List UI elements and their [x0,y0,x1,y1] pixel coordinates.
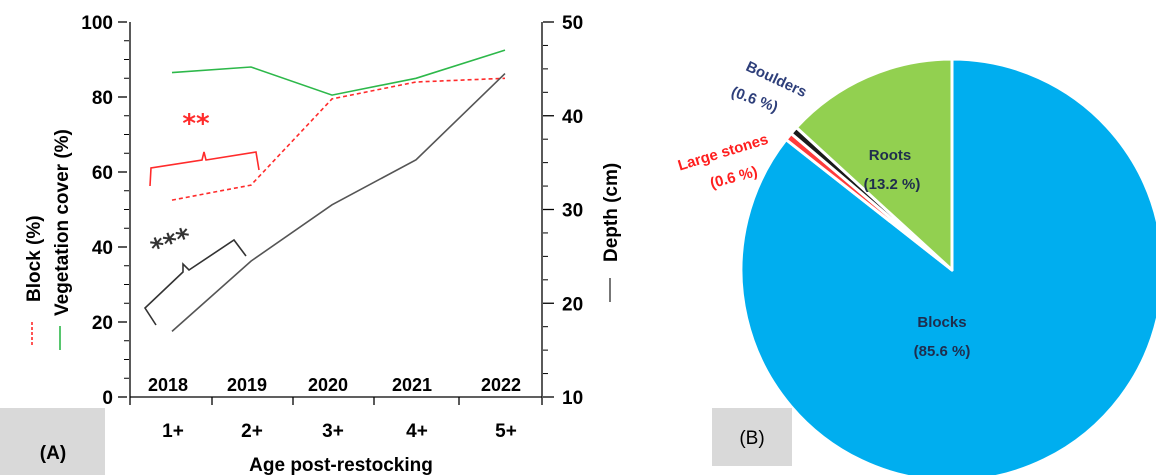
left-tick-label: 100 [81,13,113,34]
series-layer [171,49,506,332]
x-category-label: 4+ [406,421,428,442]
red-significance-bracket [149,151,260,187]
pie-label-blocks: Blocks [917,314,966,331]
panel-a-label-box [0,408,105,475]
right-axis-title-group: Depth (cm) [601,163,622,302]
x-axis-ticks: 1+ 2+ 3+ 4+ 5+ 2018 2019 2020 2021 2022 [129,375,543,442]
left-tick-label: 80 [92,88,113,109]
series-line-depth-cm [171,73,506,332]
year-label: 2021 [392,375,432,395]
x-category-label: 2+ [241,421,263,442]
right-tick-label: 20 [562,294,583,315]
year-label: 2018 [148,375,188,395]
pie-slice-blocks [739,57,1156,475]
year-label: 2020 [308,375,348,395]
left-tick-label: 20 [92,313,113,334]
pie-slice-roots [794,57,954,272]
block-axis-title: Block (%) [24,215,45,302]
red-significance-stars: ** [182,109,210,139]
black-significance-bracket [143,238,247,326]
series-line-block [171,77,506,201]
pie-value-large-stones: (0.6 %) [708,163,759,192]
pie-value-blocks: (85.6 %) [914,343,971,360]
x-axis-title: Age post-restocking [249,455,433,475]
panel-b-label-box [712,408,792,466]
series-line-vegetation-cover [171,49,506,96]
black-significance-stars: *** [147,222,196,264]
x-category-label: 5+ [495,421,517,442]
x-category-label: 1+ [162,421,184,442]
year-label: 2022 [481,375,521,395]
pie-chart-panel: Blocks (85.6 %) Roots (13.2 %) Large sto… [676,57,1156,475]
right-tick-label: 10 [562,388,583,409]
left-tick-label: 0 [102,388,113,409]
right-tick-label: 40 [562,107,583,128]
right-axis-ticks: 10 20 30 40 50 [543,13,583,409]
panel-b-label: (B) [739,428,764,449]
pie-label-roots: Roots [869,147,912,164]
depth-axis-title: Depth (cm) [601,163,622,262]
right-tick-label: 50 [562,13,583,34]
left-axis-title-group: Block (%) Vegetation cover (%) [24,129,73,350]
pie-value-roots: (13.2 %) [864,176,921,193]
left-axis-ticks: 0 20 40 60 80 100 [81,13,129,409]
panel-a-label: (A) [40,443,66,464]
vegetation-axis-title: Vegetation cover (%) [52,129,73,316]
x-category-label: 3+ [322,421,344,442]
pie-slices [739,57,1156,475]
line-chart-panel: 0 20 40 60 80 100 10 20 30 40 50 1+ 2+ 3+ 4+ 5+ 2018 20… [0,13,622,475]
left-tick-label: 40 [92,238,113,259]
right-tick-label: 30 [562,201,583,222]
pie-value-boulders: (0.6 %) [729,84,780,117]
left-tick-label: 60 [92,163,113,184]
year-label: 2019 [227,375,267,395]
